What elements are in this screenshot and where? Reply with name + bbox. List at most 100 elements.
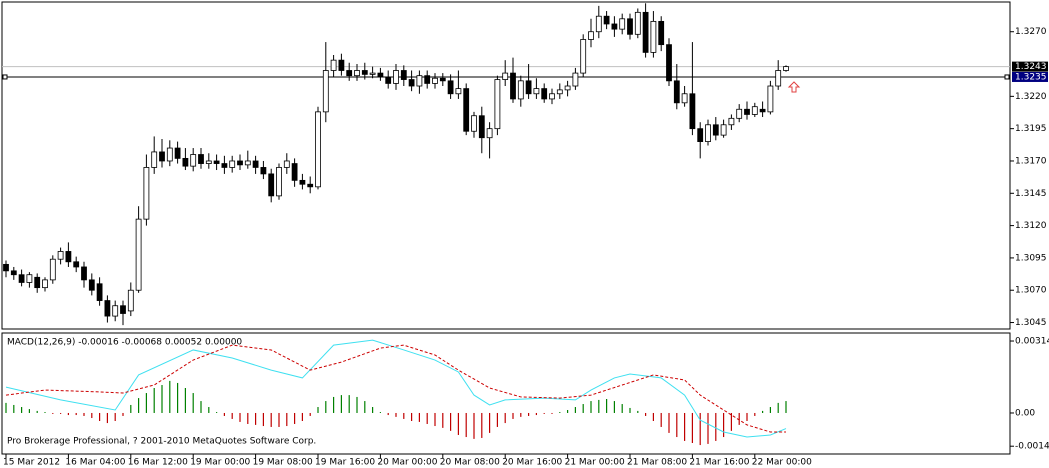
candle-body	[307, 183, 314, 188]
candle-body	[650, 20, 657, 53]
candle-body	[338, 59, 345, 71]
candle-body	[252, 160, 259, 168]
candle-body	[205, 160, 212, 164]
macd-line	[5, 339, 787, 438]
candle-body	[767, 85, 774, 113]
y-tick-label: 0.00314	[1015, 337, 1049, 347]
ask-label: 1.3243	[1015, 62, 1047, 72]
candle-body	[455, 88, 462, 95]
candle-body	[315, 111, 321, 188]
copyright: Pro Brokerage Professional, ? 2001-2010 …	[7, 437, 316, 447]
y-tick-label: 1.3195	[1015, 124, 1047, 134]
candle-body	[712, 124, 719, 136]
candle-body	[502, 72, 509, 80]
candle-body	[299, 179, 306, 185]
candle-body	[447, 80, 454, 95]
candle-body	[463, 88, 470, 132]
y-tick-label: 1.3270	[1015, 27, 1047, 37]
candle-body	[627, 18, 633, 35]
x-tick-label: 21 Mar 00:00	[565, 458, 625, 468]
x-tick-label: 22 Mar 00:00	[752, 458, 812, 468]
x-tick-label: 19 Mar 16:00	[315, 458, 375, 468]
candle-body	[65, 251, 72, 263]
candle-body	[135, 218, 142, 291]
macd-line	[5, 344, 786, 433]
ask-label-box	[1012, 61, 1048, 72]
candle-body	[416, 75, 423, 87]
candle-body	[174, 147, 181, 159]
candle-body	[572, 72, 579, 87]
candle-body	[18, 274, 25, 283]
y-tick-label: 1.3070	[1015, 286, 1047, 296]
candle-body	[104, 300, 111, 317]
candle-body	[120, 305, 126, 314]
candle-body	[42, 279, 48, 289]
x-tick-label: 20 Mar 00:00	[377, 458, 437, 468]
candle-body	[361, 70, 368, 75]
candle-body	[330, 59, 337, 71]
candle-body	[556, 89, 563, 95]
candle-body	[3, 263, 9, 272]
candle-body	[744, 108, 750, 115]
candle-body	[198, 154, 204, 164]
y-tick-label: 1.3170	[1015, 156, 1047, 166]
candle-body	[26, 274, 33, 283]
candle-body	[213, 160, 220, 164]
candle-body	[322, 70, 329, 113]
y-tick-label: 1.3120	[1015, 221, 1047, 231]
x-tick-label: 16 Mar 04:00	[65, 458, 125, 468]
candle-body	[603, 15, 610, 25]
candle-body	[81, 266, 87, 281]
candle-body	[432, 77, 438, 84]
alert-arrow	[787, 81, 801, 93]
candle-body	[634, 11, 641, 35]
y-tick-label: 0.00	[1015, 408, 1035, 418]
candle-body	[619, 18, 626, 30]
candle-body	[354, 70, 360, 77]
candle-body	[283, 160, 290, 168]
candle-body	[57, 251, 64, 260]
candle-body	[229, 160, 236, 168]
candle-body	[681, 93, 688, 104]
bid-label: 1.3235	[1015, 72, 1047, 82]
candle-body	[759, 108, 766, 113]
candle-body	[588, 31, 594, 40]
bid-marker-left	[2, 74, 8, 80]
candle-body	[73, 261, 80, 268]
candle-body	[346, 70, 353, 77]
candle-body	[221, 163, 228, 168]
candle-body	[182, 157, 189, 167]
candle-body	[400, 70, 407, 80]
x-tick-label: 21 Mar 08:00	[627, 458, 687, 468]
x-tick-label: 16 Mar 12:00	[128, 458, 188, 468]
candle-body	[775, 70, 782, 87]
y-tick-label: 1.3045	[1015, 318, 1047, 328]
candle-body	[96, 283, 103, 301]
candle-body	[673, 80, 680, 104]
candle-body	[369, 72, 376, 75]
candle-body	[478, 115, 485, 139]
candle-body	[471, 115, 477, 132]
candle-body	[720, 124, 727, 136]
candle-body	[751, 106, 758, 115]
candle-body	[439, 77, 446, 82]
candle-body	[642, 11, 649, 53]
candle-body	[533, 88, 540, 95]
candle-body	[595, 15, 602, 33]
candle-body	[494, 79, 501, 130]
candle-body	[541, 88, 548, 100]
candle-body	[385, 76, 392, 84]
candle-body	[486, 128, 493, 139]
y-tick-label: -0.00145	[1015, 442, 1049, 452]
candle-body	[112, 305, 119, 317]
y-tick-label: 1.3220	[1015, 92, 1047, 102]
candle-body	[49, 258, 56, 281]
candle-body	[697, 128, 704, 142]
candle-body	[666, 44, 672, 82]
candle-body	[525, 80, 532, 95]
bid-label-box	[1012, 71, 1048, 82]
x-tick-label: 15 Mar 2012	[3, 458, 60, 468]
candle-body	[611, 23, 618, 30]
candle-body	[393, 70, 399, 84]
